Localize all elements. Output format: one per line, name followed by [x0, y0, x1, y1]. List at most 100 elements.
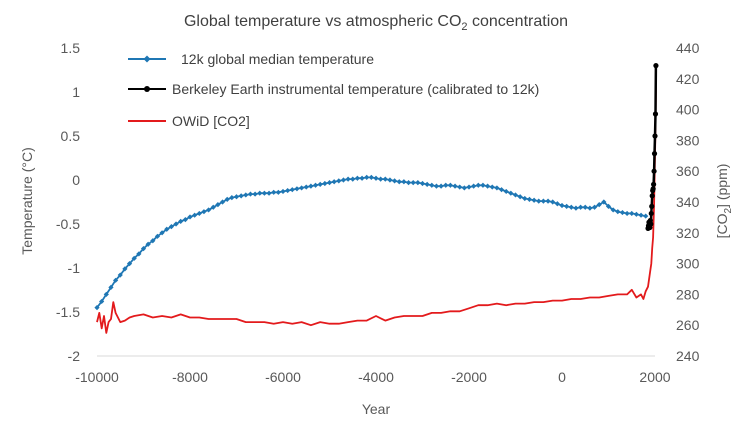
- data-point: [168, 224, 174, 230]
- y-right-tick-label: 280: [676, 286, 700, 302]
- data-point: [615, 209, 621, 215]
- data-point: [326, 180, 333, 186]
- data-point: [629, 210, 635, 217]
- y-right-tick-label: 260: [676, 317, 700, 333]
- data-point: [443, 182, 449, 188]
- data-point: [308, 183, 314, 189]
- y-left-tick-label: -1.5: [56, 304, 80, 320]
- data-point: [489, 184, 495, 190]
- data-point: [480, 182, 486, 188]
- data-point: [405, 180, 412, 186]
- data-point: [651, 151, 658, 157]
- chart-title-subscript: 2: [461, 21, 467, 33]
- data-point: [382, 176, 388, 182]
- legend-marker: [144, 86, 150, 92]
- data-point: [336, 178, 342, 184]
- y-right-tick-label: 400: [676, 102, 700, 118]
- data-point: [275, 189, 281, 195]
- data-point: [582, 204, 588, 210]
- data-point: [145, 241, 151, 247]
- y-axis-right-ticks: 440 420 400 380 360 340 320 300 280 260 240: [676, 40, 700, 364]
- data-point: [201, 209, 207, 215]
- x-tick-label: -6000: [265, 369, 301, 385]
- data-point: [373, 175, 379, 181]
- data-point: [649, 203, 655, 209]
- data-point: [452, 183, 458, 189]
- data-point: [429, 182, 435, 188]
- data-point: [140, 246, 147, 252]
- data-point: [605, 203, 612, 209]
- data-point: [540, 198, 546, 204]
- data-point: [280, 188, 286, 195]
- data-point: [591, 204, 598, 210]
- y-axis-right-label: [CO2] (ppm): [714, 164, 734, 239]
- data-point: [113, 277, 119, 283]
- data-point: [564, 203, 570, 209]
- data-point: [396, 179, 402, 185]
- data-point: [498, 187, 505, 193]
- data-point: [596, 202, 602, 208]
- data-point: [224, 196, 230, 202]
- data-point: [638, 212, 644, 218]
- data-point: [178, 218, 184, 224]
- y-right-tick-label: 360: [676, 163, 700, 179]
- data-point: [233, 194, 240, 200]
- data-point: [424, 181, 430, 187]
- data-point: [517, 194, 523, 200]
- data-point: [643, 213, 649, 219]
- data-point: [531, 197, 537, 203]
- x-tick-label: -8000: [172, 369, 208, 385]
- data-point: [536, 198, 542, 204]
- data-point: [652, 111, 659, 117]
- data-point: [354, 175, 360, 181]
- data-point: [210, 204, 216, 210]
- data-point: [261, 190, 267, 196]
- data-point: [508, 190, 514, 196]
- data-point: [266, 190, 272, 196]
- data-point: [317, 181, 323, 187]
- legend-label: Berkeley Earth instrumental temperature …: [172, 81, 539, 97]
- data-point: [229, 195, 235, 201]
- data-point: [94, 305, 100, 311]
- y-axis-right-label-subscript: 2: [723, 208, 734, 214]
- data-point: [322, 180, 328, 187]
- data-point: [651, 181, 657, 187]
- data-point: [345, 176, 351, 182]
- y-right-tick-label: 420: [676, 71, 700, 87]
- y-axis-left-label: Temperature (°C): [19, 147, 35, 255]
- data-point: [131, 255, 137, 261]
- data-point: [312, 182, 319, 188]
- data-point: [601, 199, 607, 205]
- series-0: [94, 174, 649, 311]
- data-point: [271, 189, 277, 195]
- data-point: [545, 198, 551, 204]
- data-point: [401, 179, 407, 185]
- data-point: [387, 177, 393, 183]
- data-point: [624, 210, 630, 217]
- data-point: [159, 230, 165, 236]
- data-point: [164, 226, 170, 232]
- data-point: [219, 199, 226, 205]
- data-point: [238, 193, 244, 199]
- data-point: [154, 233, 161, 239]
- data-point: [559, 202, 565, 209]
- data-point: [419, 180, 426, 187]
- data-point: [633, 211, 639, 217]
- series-line: [96, 176, 646, 309]
- data-point: [108, 284, 114, 290]
- data-point: [122, 266, 128, 272]
- x-tick-label: -10000: [75, 369, 119, 385]
- data-point: [392, 178, 398, 184]
- data-point: [136, 251, 142, 257]
- data-point: [550, 199, 556, 205]
- data-point: [364, 174, 370, 180]
- data-point: [196, 210, 202, 217]
- legend-label: OWiD [CO2]: [172, 113, 250, 129]
- legend-marker: [143, 55, 151, 63]
- data-point: [648, 221, 654, 227]
- data-point: [182, 217, 188, 223]
- data-point: [331, 179, 337, 185]
- data-point: [247, 191, 254, 197]
- y-left-tick-label: 0: [72, 172, 80, 188]
